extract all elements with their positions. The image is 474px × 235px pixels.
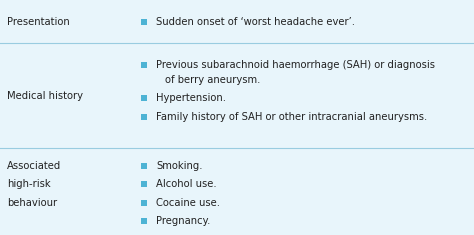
Text: Cocaine use.: Cocaine use. xyxy=(156,198,220,208)
Text: Medical history: Medical history xyxy=(7,91,83,101)
Text: Sudden onset of ‘worst headache ever’.: Sudden onset of ‘worst headache ever’. xyxy=(156,17,355,27)
Text: Smoking.: Smoking. xyxy=(156,161,202,171)
Text: Pregnancy.: Pregnancy. xyxy=(156,216,210,226)
Text: Hypertension.: Hypertension. xyxy=(156,93,226,103)
Text: Associated: Associated xyxy=(7,161,61,171)
Text: high-risk: high-risk xyxy=(7,179,51,189)
Text: behaviour: behaviour xyxy=(7,198,57,208)
Text: Previous subarachnoid haemorrhage (SAH) or diagnosis: Previous subarachnoid haemorrhage (SAH) … xyxy=(156,60,435,70)
Text: Presentation: Presentation xyxy=(7,17,70,27)
Text: of berry aneurysm.: of berry aneurysm. xyxy=(165,75,261,85)
Text: Family history of SAH or other intracranial aneurysms.: Family history of SAH or other intracran… xyxy=(156,112,427,122)
Text: Alcohol use.: Alcohol use. xyxy=(156,179,217,189)
